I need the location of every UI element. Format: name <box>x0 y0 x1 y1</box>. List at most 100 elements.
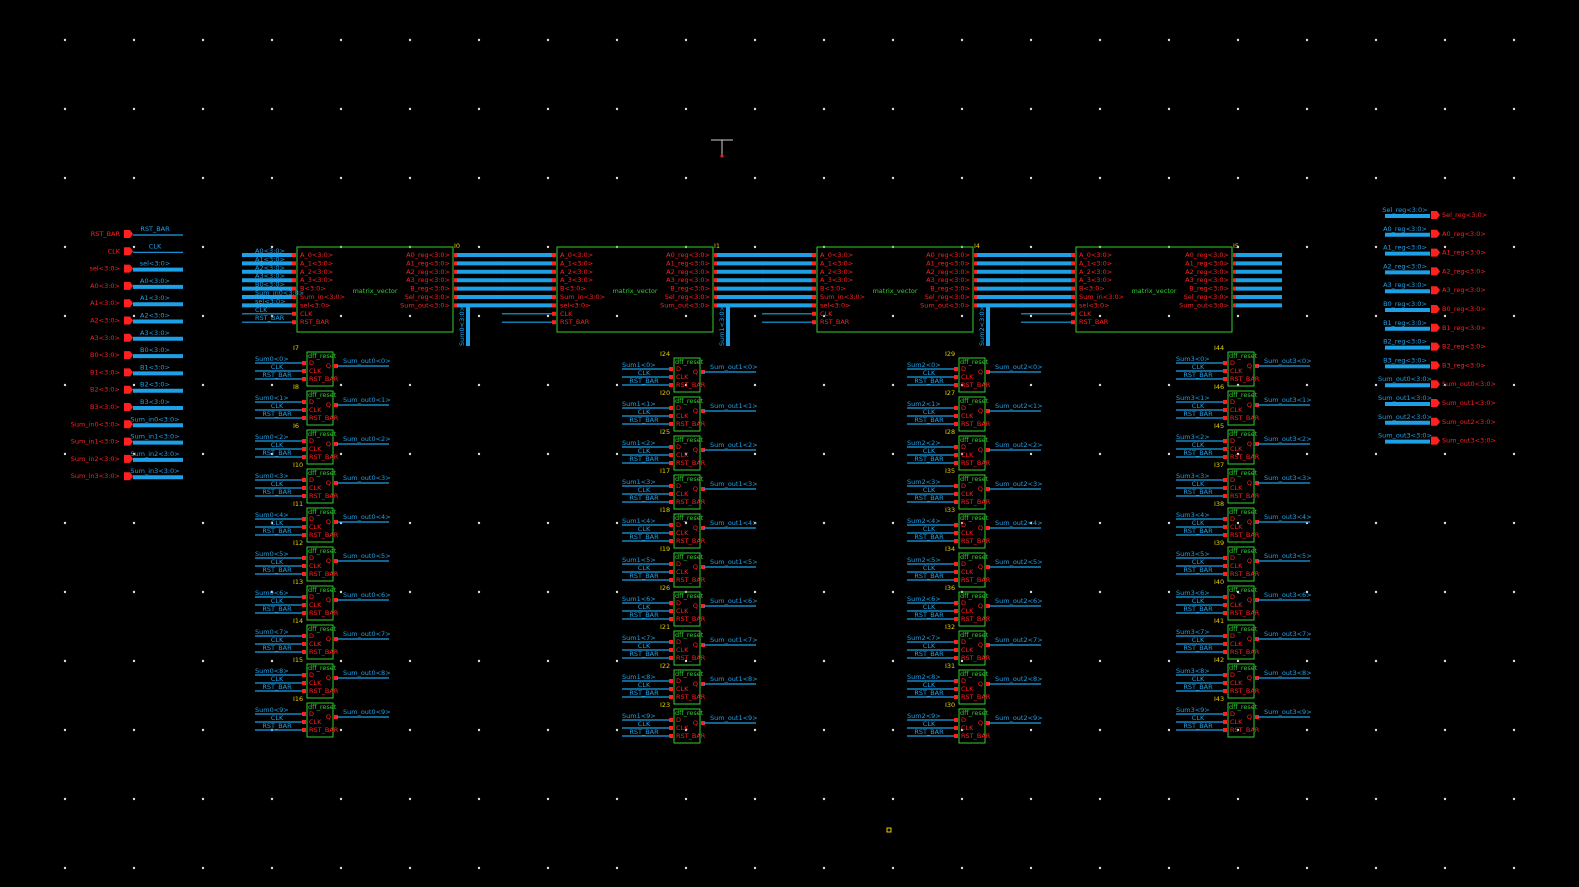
pin-terminal <box>302 642 306 646</box>
pin-label: RST_BAR <box>676 498 706 506</box>
net-label: RST_BAR <box>1183 527 1213 535</box>
input-pin <box>124 454 133 463</box>
pin-terminal <box>302 564 306 568</box>
dff-reset-block <box>1227 507 1255 543</box>
pin-terminal <box>1233 278 1237 283</box>
pin-terminal <box>454 286 458 291</box>
pin-label: A_3<3:0> <box>300 276 333 284</box>
pin-terminal <box>302 556 306 560</box>
pin-label: D <box>961 599 966 607</box>
net-label: Sum_out3<6> <box>1264 591 1312 599</box>
net-label: Sel_reg<3:0> <box>1382 206 1427 214</box>
pin-label: A2_reg<3:0> <box>666 268 710 276</box>
net-label: CLK <box>1192 363 1205 371</box>
pin-terminal <box>1233 303 1237 308</box>
net-label: CLK <box>271 597 284 605</box>
pin-label: D <box>309 632 314 640</box>
instance-name: I25 <box>660 428 670 436</box>
pin-label: A_1<3:0> <box>820 259 853 267</box>
net-label: RST_BAR <box>262 566 292 574</box>
net-label: RST_BAR <box>140 225 170 233</box>
cell-name: dff_reset <box>1229 547 1258 555</box>
pin-label: Q <box>326 557 331 565</box>
pin-terminal <box>1223 494 1227 498</box>
origin-marker <box>886 827 892 833</box>
net-label: Sum1<5> <box>622 556 656 564</box>
cell-name: matrix_vector <box>872 287 917 295</box>
cell-name: dff_reset <box>960 436 989 444</box>
net-label: CLK <box>271 363 284 371</box>
pin-terminal <box>302 455 306 459</box>
dff-reset-block <box>958 708 986 744</box>
net-label: CLK <box>923 408 936 416</box>
net-label: Sum_out0<6> <box>343 591 391 599</box>
cell-name: dff_reset <box>1229 469 1258 477</box>
output-pin <box>1431 436 1440 445</box>
pin-label: D <box>961 482 966 490</box>
pin-terminal <box>1233 286 1237 291</box>
input-pin-label: sel<3:0> <box>89 265 120 273</box>
net-label: CLK <box>638 408 651 416</box>
cell-name: dff_reset <box>308 586 337 594</box>
net-label: RST_BAR <box>914 689 944 697</box>
instance-name: I12 <box>293 539 303 547</box>
pin-label: RST_BAR <box>560 318 590 326</box>
pin-terminal <box>292 311 296 316</box>
pin-terminal <box>292 278 296 283</box>
pin-label: RST_BAR <box>961 381 991 389</box>
pin-terminal <box>1071 253 1075 257</box>
pin-terminal <box>302 400 306 404</box>
pin-terminal <box>812 295 816 299</box>
pin-terminal <box>1223 455 1227 459</box>
pin-terminal <box>701 721 705 725</box>
pin-label: A_3<3:0> <box>1079 276 1112 284</box>
net-label: RST_BAR <box>629 611 659 619</box>
net-label: CLK <box>923 564 936 572</box>
pin-label: A3_reg<3:0> <box>406 276 450 284</box>
pin-terminal <box>334 403 338 407</box>
pin-label: D <box>309 437 314 445</box>
pin-terminal <box>669 578 673 582</box>
net-label: RST_BAR <box>914 455 944 463</box>
net-label: RST_BAR <box>914 416 944 424</box>
instance-name: I42 <box>1214 656 1224 664</box>
pin-terminal <box>1233 269 1237 274</box>
output-pin-label: Sum_out0<3:0> <box>1442 380 1496 388</box>
pin-label: D <box>676 599 681 607</box>
net-label: CLK <box>271 402 284 410</box>
output-pin <box>1431 323 1440 332</box>
net-label: Sum_out0<0> <box>343 357 391 365</box>
cell-name: dff_reset <box>675 631 704 639</box>
net-label: A0<3:0> <box>140 277 170 285</box>
pin-terminal <box>454 253 458 257</box>
net-label: RST_BAR <box>629 650 659 658</box>
net-label: CLK <box>923 447 936 455</box>
pin-label: A_2<3:0> <box>300 268 333 276</box>
pin-terminal <box>954 726 958 730</box>
pin-label: D <box>1230 710 1235 718</box>
pin-terminal <box>552 261 556 266</box>
net-label: A2<3:0> <box>140 312 170 320</box>
input-pin <box>124 472 133 481</box>
net-label: RST_BAR <box>262 644 292 652</box>
pin-label: A2_reg<3:0> <box>406 268 450 276</box>
net-label: CLK <box>1192 636 1205 644</box>
pin-terminal <box>714 295 718 299</box>
dff-reset-block <box>673 435 701 471</box>
net-label: RST_BAR <box>914 611 944 619</box>
dff-reset-block <box>1227 585 1255 621</box>
input-pin-label: RST_BAR <box>91 230 121 238</box>
pin-terminal <box>954 375 958 379</box>
instance-name: I23 <box>660 701 670 709</box>
pin-label: A1_reg<3:0> <box>666 259 710 267</box>
pin-terminal <box>812 253 816 257</box>
pin-label: CLK <box>1230 445 1243 453</box>
pin-terminal <box>812 261 816 266</box>
input-pin-label: A0<3:0> <box>90 282 120 290</box>
pin-label: D <box>676 365 681 373</box>
pin-terminal <box>714 269 718 274</box>
pin-terminal <box>1223 377 1227 381</box>
pin-terminal <box>454 295 458 299</box>
pin-terminal <box>812 320 816 325</box>
